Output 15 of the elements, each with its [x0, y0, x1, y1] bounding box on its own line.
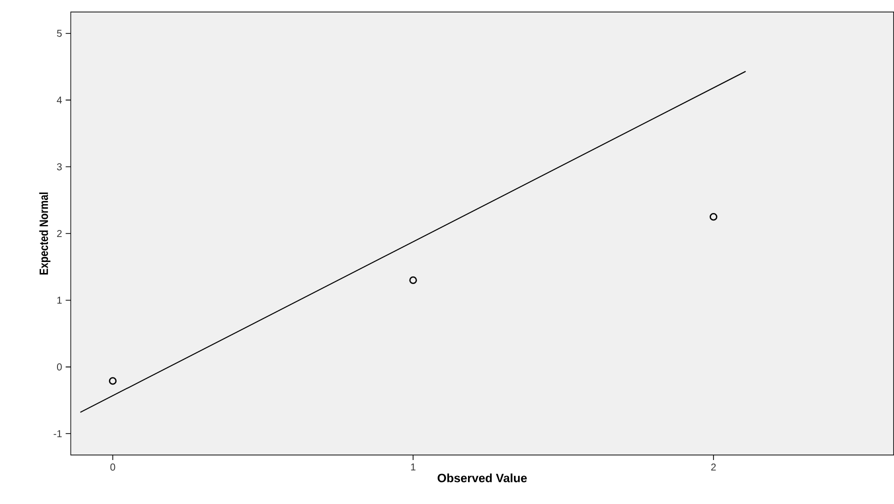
- y-tick-label: 1: [57, 296, 62, 304]
- x-tick-label: 0: [110, 464, 116, 471]
- y-tick-label: 3: [56, 163, 62, 170]
- y-tick-label: 0: [57, 363, 62, 370]
- point: [710, 212, 718, 221]
- point: [108, 377, 117, 385]
- y-tick-label: 4: [56, 96, 62, 104]
- x-axis-title: Observed Value: [438, 473, 527, 482]
- point: [409, 276, 417, 284]
- x-tick-label: 1: [411, 464, 416, 470]
- y-tick-label: 5: [57, 30, 62, 37]
- x-tick-label: 2: [711, 464, 716, 471]
- y-axis-title: Expected Normal: [39, 192, 50, 274]
- y-tick-label: 2: [57, 230, 62, 237]
- y-tick-label: -1: [54, 430, 62, 438]
